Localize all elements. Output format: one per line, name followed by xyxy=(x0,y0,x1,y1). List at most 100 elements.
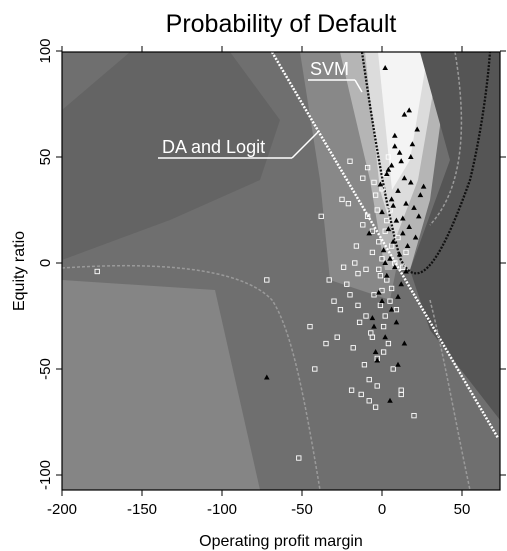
x-tick-label: 0 xyxy=(378,501,386,518)
solvent-point xyxy=(372,404,379,410)
solvent-point xyxy=(312,366,318,372)
da-logit-pointer-tail xyxy=(291,131,319,159)
solvent-point xyxy=(296,455,302,461)
x-tick-label: -200 xyxy=(47,501,77,518)
solvent-point xyxy=(358,391,364,398)
solvent-point xyxy=(390,366,396,372)
default-point xyxy=(392,143,398,149)
solvent-point xyxy=(360,222,366,228)
solvent-point xyxy=(379,287,385,294)
x-tick-label: -50 xyxy=(291,501,313,518)
default-point xyxy=(395,187,401,193)
default-point xyxy=(390,238,396,244)
solvent-point xyxy=(398,391,404,398)
solvent-point xyxy=(379,256,385,262)
solvent-point xyxy=(361,362,368,368)
x-tick-label: -100 xyxy=(207,501,237,518)
solvent-point xyxy=(326,277,332,283)
default-point xyxy=(372,349,379,355)
solvent-point xyxy=(347,292,353,298)
default-point xyxy=(390,202,396,208)
svm-annotation: SVM xyxy=(310,59,349,79)
solvent-point xyxy=(339,196,345,203)
default-point xyxy=(379,298,385,304)
y-tick-label: 0 xyxy=(37,259,54,267)
solvent-point xyxy=(307,323,313,330)
solvent-point xyxy=(377,302,384,309)
solvent-point xyxy=(345,200,352,207)
default-point xyxy=(366,230,372,236)
solvent-point xyxy=(371,179,377,186)
default-point xyxy=(417,192,424,198)
default-point xyxy=(369,315,376,321)
default-point xyxy=(403,268,409,274)
default-point xyxy=(400,230,406,236)
default-point xyxy=(388,306,395,312)
solvent-point xyxy=(364,213,371,220)
default-point xyxy=(403,200,409,206)
solvent-point xyxy=(376,266,382,273)
plot-frame xyxy=(61,51,501,491)
y-tick-label: 50 xyxy=(37,149,54,166)
default-point xyxy=(398,158,404,164)
solvent-point xyxy=(374,207,380,213)
solvent-point xyxy=(387,207,393,213)
solvent-point xyxy=(411,412,417,419)
default-point xyxy=(393,217,400,223)
solvent-point xyxy=(385,340,392,347)
solvent-point xyxy=(94,268,100,275)
default-point xyxy=(414,126,420,132)
default-point xyxy=(393,319,400,325)
da-logit-annotation: DA and Logit xyxy=(162,137,265,157)
solvent-point xyxy=(382,313,388,319)
solvent-point xyxy=(376,239,382,245)
solvent-point xyxy=(384,277,390,283)
default-point xyxy=(264,374,270,380)
solvent-point xyxy=(344,281,350,287)
solvent-point xyxy=(364,164,371,171)
solvent-point xyxy=(369,334,376,340)
solvent-point xyxy=(380,323,387,330)
solvent-point xyxy=(363,313,369,319)
y-axis-label: Equity ratio xyxy=(11,231,28,311)
solvent-point xyxy=(334,334,340,340)
solvent-point xyxy=(353,243,360,249)
solvent-point xyxy=(348,387,355,393)
default-point xyxy=(380,247,387,253)
solvent-point xyxy=(366,398,372,404)
solvent-point xyxy=(264,277,270,283)
contour-line-1 xyxy=(62,264,321,490)
default-point xyxy=(382,334,388,340)
solvent-point xyxy=(369,249,376,256)
solvent-point xyxy=(387,298,393,304)
default-point xyxy=(409,141,416,147)
solvent-point xyxy=(318,213,324,220)
default-point xyxy=(395,293,401,299)
default-point xyxy=(400,215,406,221)
solvent-point xyxy=(347,158,353,164)
contour-line-3 xyxy=(429,299,471,490)
default-point xyxy=(395,361,401,367)
default-point xyxy=(420,183,427,189)
default-point xyxy=(379,209,385,215)
solvent-point xyxy=(355,302,361,309)
default-point xyxy=(406,107,412,113)
solvent-point xyxy=(382,228,388,234)
default-point xyxy=(374,357,380,363)
solvent-point xyxy=(388,285,395,292)
default-point xyxy=(404,243,411,249)
default-point xyxy=(398,281,404,287)
default-point xyxy=(396,251,403,257)
default-point xyxy=(408,154,414,159)
solvent-point xyxy=(393,306,400,313)
axis-ticks: -200 -150 -100 -50 0 50 100 50 0 -50 -100 xyxy=(37,38,506,518)
default-point xyxy=(416,213,422,219)
annotations: SVM DA and Logit xyxy=(158,59,363,159)
solvent-point xyxy=(385,154,392,160)
default-point xyxy=(384,272,390,278)
default-point xyxy=(401,340,408,346)
default-point xyxy=(382,260,388,265)
solvent-point xyxy=(356,319,363,326)
solvent-point xyxy=(350,345,356,351)
